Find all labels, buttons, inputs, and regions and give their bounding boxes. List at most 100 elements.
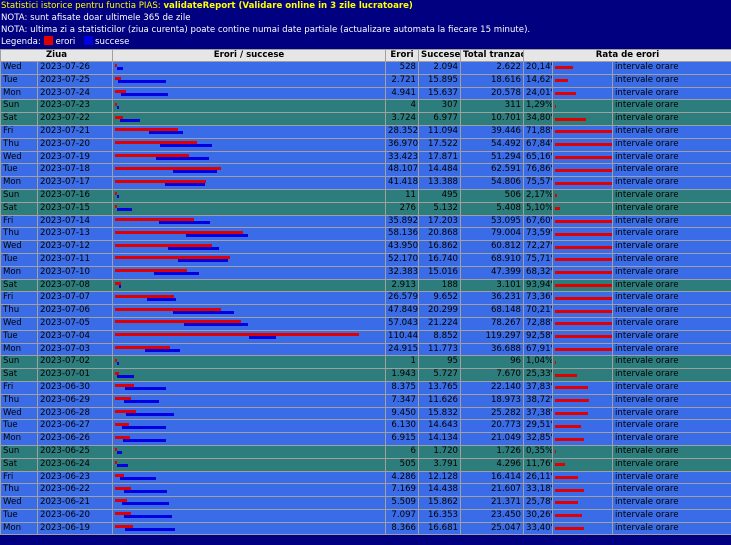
hourly-intervals-link[interactable]: intervale orare (612, 86, 731, 101)
hourly-intervals-link[interactable]: intervale orare (612, 214, 731, 229)
rate-bar (555, 322, 612, 326)
rate-bar (555, 437, 584, 441)
row-weekday: Wed (0, 150, 38, 165)
row-bars-cell (112, 483, 387, 498)
hourly-intervals-link[interactable]: intervale orare (612, 521, 731, 536)
row-total: 25.047 (460, 521, 525, 536)
hourly-intervals-link[interactable]: intervale orare (612, 240, 731, 254)
row-error-rate: 72,27% (523, 240, 554, 254)
row-bars (115, 190, 383, 201)
hourly-intervals-link[interactable]: intervale orare (612, 61, 731, 75)
row-weekday: Mon (0, 265, 38, 280)
row-rate-bar-cell (552, 201, 614, 216)
hourly-intervals-link[interactable]: intervale orare (612, 99, 731, 114)
row-date: 2023-07-19 (36, 150, 114, 165)
success-bar (158, 220, 210, 224)
row-total: 10.701 (460, 112, 525, 126)
hourly-intervals-link[interactable]: intervale orare (612, 316, 731, 331)
row-total: 5.408 (460, 201, 525, 216)
row-bars-cell (112, 380, 387, 395)
rate-bar-track (555, 75, 610, 86)
rate-bar-track (555, 114, 610, 125)
hourly-intervals-link[interactable]: intervale orare (612, 252, 731, 267)
hourly-intervals-link[interactable]: intervale orare (612, 201, 731, 216)
row-date: 2023-07-13 (36, 227, 114, 242)
row-errors: 2.721 (385, 73, 420, 88)
hourly-intervals-link[interactable]: intervale orare (612, 304, 731, 318)
row-successes: 14.643 (418, 419, 462, 434)
hourly-intervals-link[interactable]: intervale orare (612, 508, 731, 523)
row-date: 2023-06-25 (36, 444, 114, 459)
error-bar (115, 89, 126, 93)
rate-bar (555, 450, 557, 454)
row-bars (115, 472, 383, 483)
success-bar (123, 489, 167, 493)
hourly-intervals-link[interactable]: intervale orare (612, 176, 731, 190)
row-bars (115, 229, 383, 240)
row-bars-cell (112, 214, 387, 229)
success-bar (118, 80, 166, 84)
row-successes: 11.773 (418, 342, 462, 357)
success-bar (154, 272, 200, 276)
row-bars-cell (112, 368, 387, 382)
hourly-intervals-link[interactable]: intervale orare (612, 150, 731, 165)
row-error-rate: 1,04% (523, 355, 554, 370)
hourly-intervals-link[interactable]: intervale orare (612, 393, 731, 408)
row-total: 119.297 (460, 329, 525, 344)
hourly-intervals-link[interactable]: intervale orare (612, 163, 731, 178)
row-error-rate: 29,51% (523, 419, 554, 434)
row-total: 21.371 (460, 496, 525, 510)
hourly-intervals-link[interactable]: intervale orare (612, 265, 731, 280)
rate-bar (555, 181, 612, 185)
hourly-intervals-link[interactable]: intervale orare (612, 368, 731, 382)
hourly-intervals-link[interactable]: intervale orare (612, 278, 731, 293)
row-bars-cell (112, 124, 387, 139)
hourly-intervals-link[interactable]: intervale orare (612, 112, 731, 126)
hourly-intervals-link[interactable]: intervale orare (612, 457, 731, 472)
error-bar (115, 422, 129, 426)
hourly-intervals-link[interactable]: intervale orare (612, 432, 731, 446)
hourly-intervals-link[interactable]: intervale orare (612, 483, 731, 498)
hourly-intervals-link[interactable]: intervale orare (612, 470, 731, 485)
hourly-intervals-link[interactable]: intervale orare (612, 406, 731, 421)
hourly-intervals-link[interactable]: intervale orare (612, 137, 731, 152)
error-bar (115, 320, 241, 324)
rate-bar (555, 488, 585, 492)
hourly-intervals-link[interactable]: intervale orare (612, 355, 731, 370)
page-header: Statistici istorice pentru functia PIAS:… (0, 0, 731, 48)
success-bar (117, 195, 120, 199)
rate-bar-track (555, 254, 612, 265)
row-bars-cell (112, 227, 387, 242)
rate-bar-track (555, 190, 610, 201)
rate-bar-track (555, 510, 610, 521)
success-bar (249, 336, 276, 340)
success-bar (117, 208, 133, 212)
row-bars (115, 293, 383, 304)
row-bars (115, 62, 383, 73)
success-bar (119, 118, 141, 122)
hourly-intervals-link[interactable]: intervale orare (612, 188, 731, 203)
row-rate-bar-cell (552, 137, 614, 152)
row-date: 2023-07-14 (36, 214, 114, 229)
hourly-intervals-link[interactable]: intervale orare (612, 329, 731, 344)
hourly-intervals-link[interactable]: intervale orare (612, 73, 731, 88)
hourly-intervals-link[interactable]: intervale orare (612, 444, 731, 459)
error-bar (115, 461, 118, 465)
row-weekday: Mon (0, 342, 38, 357)
hourly-intervals-link[interactable]: intervale orare (612, 380, 731, 395)
rate-bar (555, 335, 612, 339)
hourly-intervals-link[interactable]: intervale orare (612, 291, 731, 306)
hourly-intervals-link[interactable]: intervale orare (612, 124, 731, 139)
row-successes: 16.353 (418, 508, 462, 523)
row-rate-bar-cell (552, 457, 614, 472)
hourly-intervals-link[interactable]: intervale orare (612, 227, 731, 242)
success-bar (126, 412, 174, 416)
error-bar (115, 269, 187, 273)
hourly-intervals-link[interactable]: intervale orare (612, 419, 731, 434)
row-successes: 17.203 (418, 214, 462, 229)
hourly-intervals-link[interactable]: intervale orare (612, 342, 731, 357)
hourly-intervals-link[interactable]: intervale orare (612, 496, 731, 510)
row-bars (115, 446, 383, 457)
